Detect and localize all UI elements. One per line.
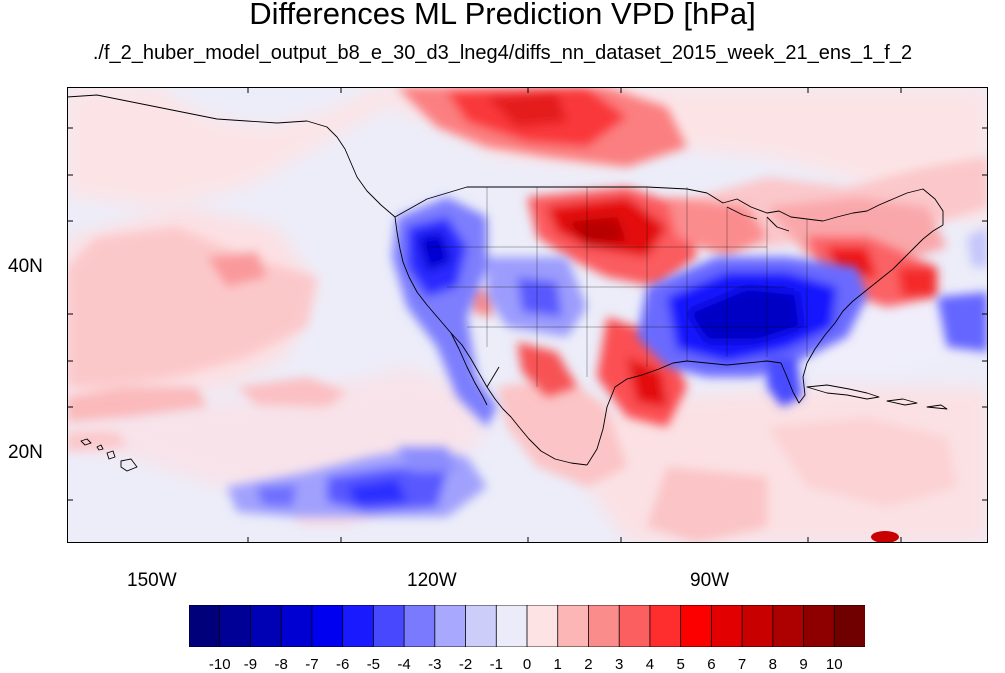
colorbar-tick-label: 5 <box>676 656 685 673</box>
colorbar-tick-label: 10 <box>825 656 843 673</box>
field-hotspot <box>871 531 899 543</box>
field-red-cores <box>397 87 937 427</box>
colorbar-swatch <box>772 605 805 647</box>
colorbar-tick-label: -5 <box>366 656 381 673</box>
map-svg <box>55 75 1000 555</box>
lon-label-120w: 120W <box>407 570 457 591</box>
colorbar-swatch <box>618 605 651 647</box>
coastlines <box>67 94 948 472</box>
colorbar-tick-label: 3 <box>615 656 624 673</box>
colorbar-swatch <box>372 605 405 647</box>
colorbar-swatch <box>741 605 774 647</box>
colorbar-swatch <box>710 605 743 647</box>
colorbar-tick-label: -6 <box>335 656 350 673</box>
colorbar-swatch <box>680 605 713 647</box>
colorbar-tick-label: 9 <box>799 656 808 673</box>
colorbar-swatch <box>833 605 865 647</box>
lat-label-20n: 20N <box>8 442 43 463</box>
lat-label-40n: 40N <box>8 256 43 277</box>
colorbar <box>189 605 865 647</box>
colorbar-tick-label: 7 <box>737 656 747 673</box>
colorbar-swatch <box>311 605 344 647</box>
colorbar-tick-label: -1 <box>489 656 503 673</box>
colorbar-tick-label: -8 <box>274 656 288 673</box>
colorbar-swatch <box>280 605 313 647</box>
field-pink-patches <box>67 157 988 543</box>
colorbar-tick-label: -9 <box>243 656 258 673</box>
lon-label-150w: 150W <box>127 570 177 591</box>
plot-title: Differences ML Prediction VPD [hPa] <box>249 0 756 31</box>
colorbar-tick-label: -7 <box>305 656 319 673</box>
colorbar-tick-label: -4 <box>397 656 411 673</box>
colorbar-swatch <box>803 605 836 647</box>
colorbar-swatch <box>526 605 559 647</box>
plot-subtitle: ./f_2_huber_model_output_b8_e_30_d3_lneg… <box>92 42 913 64</box>
colorbar-swatch <box>219 605 252 647</box>
lon-label-90w: 90W <box>690 570 730 591</box>
colorbar-tick-label: 1 <box>553 656 562 673</box>
colorbar-swatch <box>342 605 375 647</box>
colorbar-tick-label: 8 <box>768 656 777 673</box>
colorbar-tick-label: -2 <box>458 656 473 673</box>
colorbar-tick-label: -10 <box>208 656 231 673</box>
colorbar-tick-label: 6 <box>707 656 716 673</box>
colorbar-swatch <box>403 605 436 647</box>
colorbar-tick-label: 4 <box>645 656 655 673</box>
colorbar-swatch <box>649 605 682 647</box>
colorbar-swatch <box>588 605 621 647</box>
colorbar-swatch <box>250 605 283 647</box>
colorbar-swatch <box>434 605 467 647</box>
colorbar-swatch <box>495 605 528 647</box>
map-plot <box>55 75 1000 555</box>
colorbar-tick-label: 0 <box>522 656 532 673</box>
colorbar-tick-label: -3 <box>428 656 442 673</box>
colorbar-swatch <box>189 605 221 647</box>
colorbar-swatch <box>465 605 498 647</box>
colorbar-tick-label: 2 <box>584 656 593 673</box>
colorbar-swatch <box>557 605 590 647</box>
field-blue-cores <box>227 197 988 517</box>
